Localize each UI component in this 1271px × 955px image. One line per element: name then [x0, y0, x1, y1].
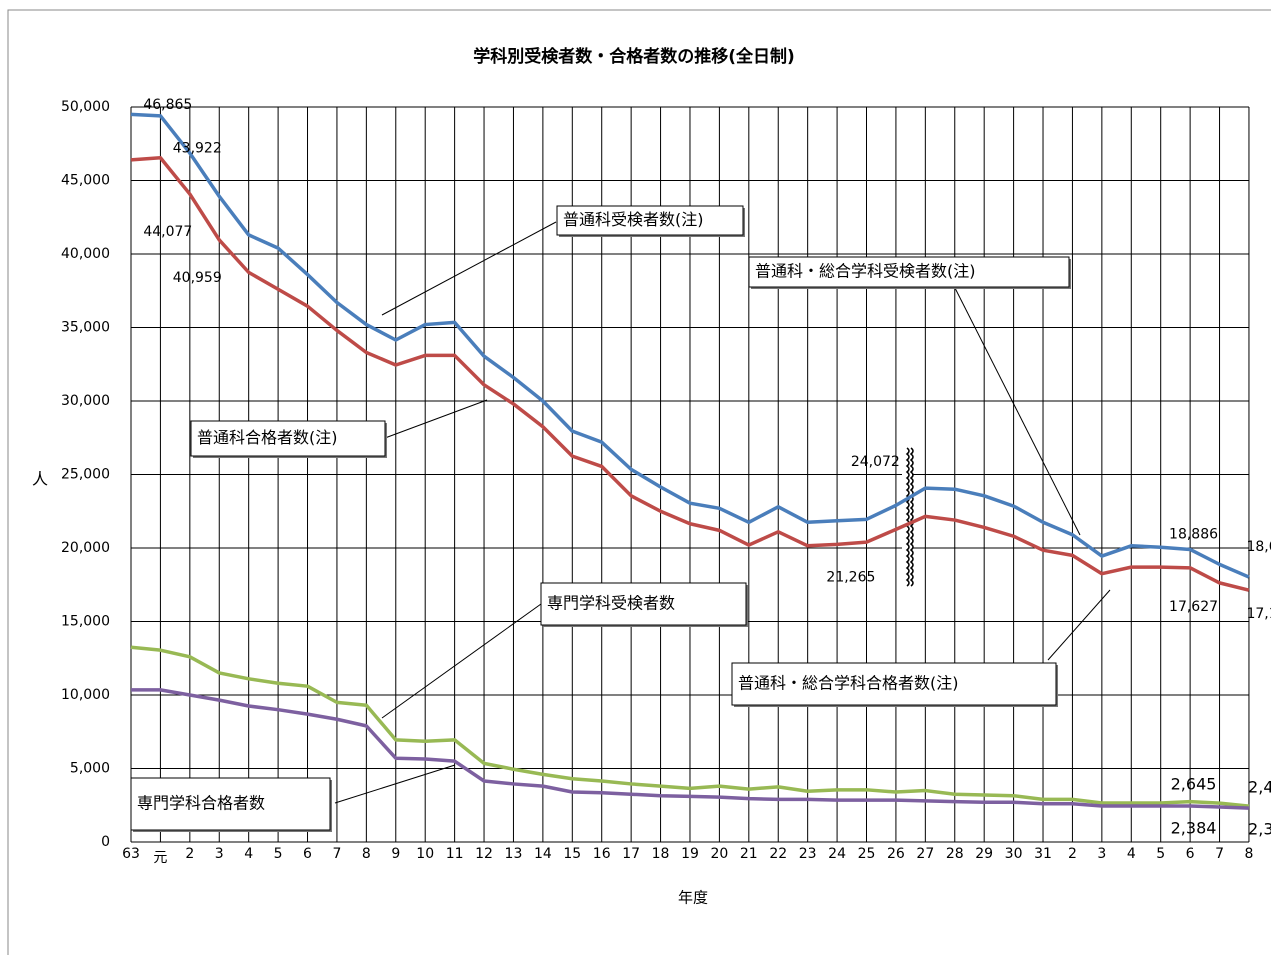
- callout-text: 専門学科合格者数: [137, 794, 265, 813]
- callout-box: [130, 777, 331, 831]
- callout-box: [556, 205, 744, 236]
- x-tick-label: 8: [362, 846, 371, 862]
- x-tick-label: 6: [1186, 846, 1195, 862]
- data-label: 24,072: [851, 454, 900, 470]
- chart-title: 学科別受検者数・合格者数の推移(全日制): [473, 46, 795, 67]
- y-tick-label: 30,000: [61, 393, 110, 409]
- callout-text: 普通科・総合学科受検者数(注): [755, 262, 976, 281]
- data-label: 44,077: [143, 224, 192, 240]
- x-tick-label: 24: [828, 846, 846, 862]
- callout-box: [731, 662, 1057, 706]
- x-tick-label: 23: [799, 846, 817, 862]
- data-label: 2,384: [1171, 818, 1217, 837]
- x-tick-label: 元: [153, 850, 167, 866]
- x-tick-label: 19: [681, 846, 699, 862]
- break-marker: [905, 447, 910, 587]
- x-axis-label: 年度: [678, 889, 708, 907]
- data-label: 43,922: [173, 140, 222, 156]
- leader-line: [384, 399, 488, 439]
- series-line: [131, 688, 1250, 810]
- series-line: [130, 645, 1250, 808]
- y-tick-label: 45,000: [61, 173, 110, 189]
- x-tick-label: 10: [416, 846, 434, 862]
- x-tick-label: 22: [769, 846, 787, 862]
- callout-text: 普通科・総合学科合格者数(注): [738, 674, 959, 693]
- x-tick-label: 31: [1034, 846, 1052, 862]
- leader-line: [954, 287, 1081, 536]
- data-label: 21,265: [826, 569, 875, 585]
- x-tick-label: 26: [887, 846, 905, 862]
- data-label: 17,130: [1246, 606, 1271, 622]
- x-tick-label: 20: [710, 846, 728, 862]
- callout-box: [540, 582, 747, 626]
- x-tick-label: 3: [215, 846, 224, 862]
- data-label: 2,301: [1248, 820, 1271, 839]
- y-tick-label: 50,000: [61, 99, 110, 115]
- x-tick-label: 3: [1097, 846, 1106, 862]
- data-label: 18,886: [1169, 526, 1218, 542]
- series-line: [130, 155, 1250, 592]
- y-tick-label: 15,000: [61, 614, 110, 630]
- x-tick-label: 8: [1244, 846, 1253, 862]
- x-tick-label: 5: [1156, 846, 1165, 862]
- x-tick-label: 4: [244, 846, 253, 862]
- x-tick-label: 2: [1068, 846, 1077, 862]
- x-tick-label: 17: [622, 846, 640, 862]
- x-tick-label: 16: [593, 846, 611, 862]
- callout-text: 普通科受検者数(注): [563, 210, 704, 229]
- y-tick-label: 40,000: [61, 246, 110, 262]
- x-tick-label: 21: [740, 846, 758, 862]
- leader-line: [381, 221, 557, 316]
- x-tick-label: 5: [274, 846, 283, 862]
- x-tick-label: 11: [446, 846, 464, 862]
- x-tick-label: 29: [975, 846, 993, 862]
- y-tick-label: 0: [101, 834, 110, 850]
- callout-box: [190, 420, 386, 457]
- leader-line: [381, 603, 542, 719]
- data-label: 40,959: [173, 270, 222, 286]
- data-label: 17,627: [1169, 599, 1218, 615]
- y-tick-label: 5,000: [70, 761, 110, 777]
- break-marker: [909, 447, 914, 587]
- callout-box: [748, 256, 1070, 288]
- data-label: 18,023: [1246, 539, 1271, 555]
- x-tick-label: 14: [534, 846, 552, 862]
- break-gap: [902, 446, 912, 586]
- x-tick-label: 30: [1005, 846, 1023, 862]
- x-tick-label: 15: [563, 846, 581, 862]
- callout-text: 専門学科受検者数: [547, 594, 675, 613]
- callout-text: 普通科合格者数(注): [197, 428, 338, 447]
- x-tick-label: 13: [505, 846, 523, 862]
- series-line: [130, 112, 1250, 579]
- y-tick-label: 35,000: [61, 320, 110, 336]
- x-tick-label: 6: [303, 846, 312, 862]
- y-tick-label: 25,000: [61, 467, 110, 483]
- data-label: 46,865: [143, 97, 192, 113]
- x-tick-label: 9: [391, 846, 400, 862]
- x-tick-label: 4: [1127, 846, 1136, 862]
- y-tick-label: 10,000: [61, 687, 110, 703]
- y-axis-label: 人: [32, 470, 48, 489]
- x-tick-label: 2: [185, 846, 194, 862]
- x-tick-label: 28: [946, 846, 964, 862]
- x-tick-label: 7: [332, 846, 341, 862]
- x-tick-label: 7: [1215, 846, 1224, 862]
- x-tick-label: 63: [122, 846, 140, 862]
- data-label: 2,645: [1171, 775, 1217, 794]
- x-tick-label: 18: [652, 846, 670, 862]
- x-tick-label: 27: [916, 846, 934, 862]
- x-tick-label: 25: [858, 846, 876, 862]
- leader-line: [334, 764, 456, 804]
- data-label: 2,438: [1248, 778, 1271, 797]
- leader-line: [1047, 589, 1111, 661]
- x-tick-label: 12: [475, 846, 493, 862]
- y-tick-label: 20,000: [61, 540, 110, 556]
